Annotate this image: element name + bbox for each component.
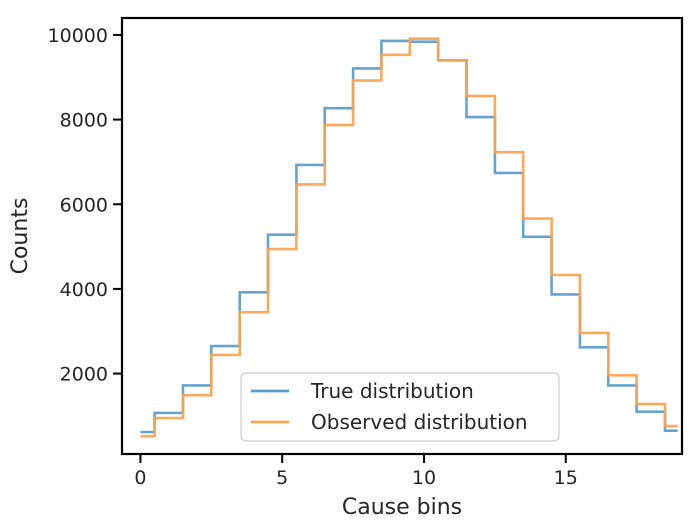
series-line-observed: [140, 37, 678, 438]
legend-box: [240, 372, 560, 442]
x-tick-label: 0: [134, 467, 146, 489]
plot-frame: [120, 16, 684, 456]
legend-label: Observed distribution: [311, 410, 528, 434]
y-tick-label: 6000: [60, 194, 108, 216]
x-tick-label: 5: [276, 467, 288, 489]
y-tick-label: 2000: [60, 364, 108, 386]
x-axis-label: Cause bins: [342, 495, 462, 520]
plot-area: [140, 37, 678, 438]
y-tick-label: 4000: [60, 279, 108, 301]
axes: 0 5 10 15 2000 4000 6000 8000 10000 Cause bins Cou…: [8, 16, 684, 520]
y-tick-label: 10000: [48, 25, 108, 47]
legend-label: True distribution: [310, 379, 474, 403]
x-tick-label: 15: [554, 467, 578, 489]
x-tick-label: 10: [412, 467, 436, 489]
y-tick-label: 8000: [60, 110, 108, 132]
y-axis-label: Counts: [8, 198, 33, 275]
legend: True distribution Observed distribution: [240, 372, 560, 442]
